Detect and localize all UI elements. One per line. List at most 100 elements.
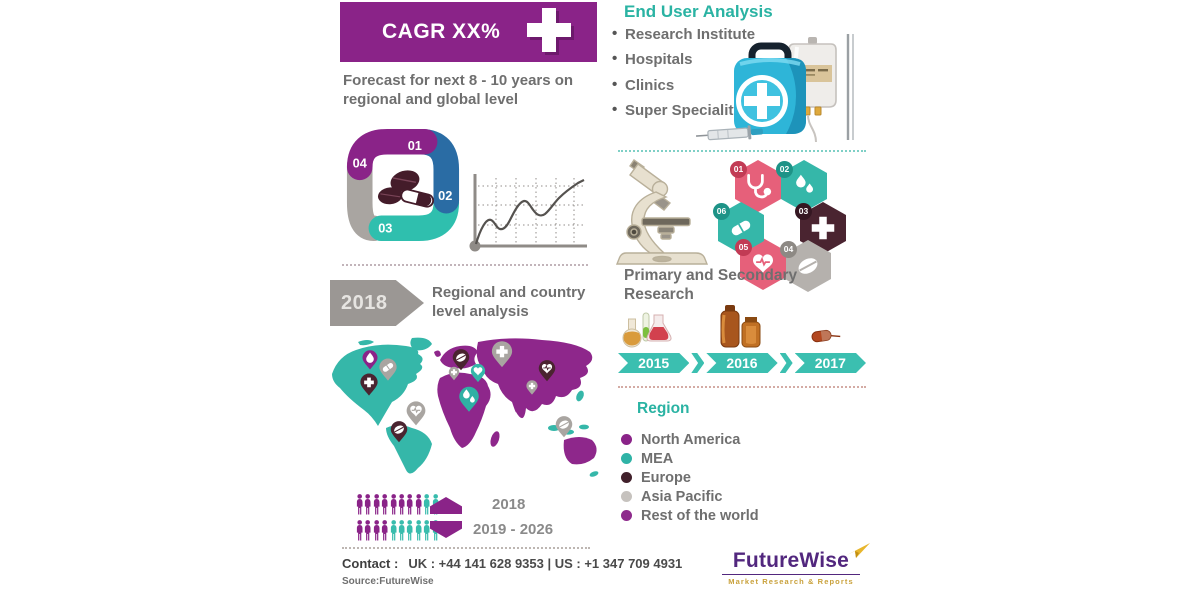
map-pin-heart-icon (470, 363, 486, 383)
hexagon-tablet-pill: 04 (780, 240, 831, 292)
person-icon (424, 494, 430, 515)
contact-line: Contact : UK : +44 141 628 9353 | US : +1… (342, 556, 682, 571)
chevron-right-icon (691, 353, 705, 373)
person-icon (398, 520, 405, 541)
legend-item: Asia Pacific (621, 487, 759, 506)
stethoscope-icon (747, 174, 772, 199)
medical-cross-icon (811, 216, 835, 240)
legend-item: North America (621, 430, 759, 449)
map-pins-layer (360, 341, 573, 443)
map-pin-heart-pulse-icon (538, 360, 556, 382)
population-label-2018: 2018 (492, 496, 526, 513)
source-note: Source:FutureWise (342, 576, 434, 587)
timeline-icons (622, 305, 841, 348)
milestone-description: Regional and country level analysis (432, 284, 586, 320)
person-icon (415, 520, 422, 541)
population-row-2019-2026 (356, 519, 439, 541)
end-user-item: Clinics (612, 75, 772, 94)
person-icon (390, 520, 397, 541)
first-aid-illustration (696, 34, 854, 143)
legend-item: Europe (621, 468, 759, 487)
map-pin-cross-icon (526, 380, 538, 395)
world-map (332, 337, 599, 477)
hexagon-number-badge: 06 (713, 203, 730, 220)
legend-dot-icon (621, 510, 632, 521)
person-icon (356, 494, 363, 515)
person-icon (365, 520, 371, 541)
logo-divider (722, 574, 860, 575)
map-pin-cross-icon (360, 373, 378, 396)
region-legend: North America MEA Europe Asia Pacific Rest o… (621, 430, 759, 525)
population-row-2018 (356, 493, 439, 515)
timeline-year-2016: 2016 (706, 353, 777, 373)
heart-pulse-icon (753, 254, 773, 273)
logo-name: FutureWise (733, 543, 871, 573)
map-pin-cross-icon (491, 341, 513, 368)
plus-cross-icon (527, 8, 574, 55)
legend-dot-icon (621, 491, 632, 502)
person-icon (407, 494, 413, 515)
divider-dotted (342, 264, 588, 266)
trend-line-chart (469, 174, 587, 252)
capsule-icon (731, 220, 751, 236)
person-icon (382, 494, 388, 515)
forecast-text: Forecast for next 8 - 10 years on region… (343, 72, 574, 108)
research-title: Primary and Secondary Research (624, 267, 798, 304)
person-icon (415, 494, 422, 515)
hexagon-medical-cross: 03 (795, 202, 846, 254)
map-pin-tablet-icon (452, 349, 470, 371)
water-drops-icon (796, 174, 814, 193)
person-icon (365, 494, 371, 515)
contact-numbers: UK : +44 141 628 9353 | US : +1 347 709 … (408, 556, 683, 571)
timeline-year-2015: 2015 (618, 353, 689, 373)
hexagon-heart-pulse: 05 (735, 238, 786, 290)
legend-dot-icon (621, 453, 632, 464)
paper-plane-icon (845, 543, 871, 558)
first-aid-kit-icon (734, 42, 806, 134)
cycle-step-1: 01 (408, 138, 422, 153)
legend-label: North America (641, 431, 741, 448)
medicine-bottles-icon (720, 305, 761, 348)
map-pin-heart-pulse-icon (406, 401, 426, 426)
divider-dotted (618, 386, 866, 388)
end-user-item: Hospitals (612, 50, 772, 68)
divider-dotted (342, 547, 590, 549)
legend-label: MEA (641, 450, 674, 467)
legend-item: Rest of the world (621, 506, 759, 525)
chevron-right-icon (779, 353, 793, 373)
person-icon (424, 520, 430, 541)
person-icon (398, 494, 405, 515)
divider-dotted-teal (618, 150, 866, 152)
person-icon (407, 520, 413, 541)
hexagon-number-badge: 05 (735, 239, 752, 256)
milestone-arrow: 2018 (330, 280, 424, 326)
legend-label: Europe (641, 469, 691, 486)
timeline-bar: 2015 2016 2017 (618, 353, 866, 373)
tablet-pill-icon (798, 258, 818, 274)
legend-label: Rest of the world (641, 507, 759, 524)
map-pin-capsule-icon (379, 358, 397, 381)
end-user-list: Research Institute Hospitals Clinics Super … (612, 25, 772, 127)
cycle-diagram: 01 02 03 04 (346, 128, 460, 242)
hexagon-number-badge: 02 (776, 161, 793, 178)
person-icon (373, 520, 380, 541)
lab-flasks-icon (622, 312, 672, 348)
person-icon (373, 494, 380, 515)
legend-item: MEA (621, 449, 759, 468)
hexagon-number-badge: 01 (730, 161, 747, 178)
hexagon-water-drops: 02 (776, 160, 827, 212)
cycle-step-4: 04 (353, 156, 368, 171)
iv-pole-icon (846, 34, 854, 140)
map-pin-tablet-icon (390, 421, 408, 443)
pill-icon (811, 329, 841, 343)
end-user-item: Research Institute (612, 25, 772, 43)
cagr-banner: CAGR XX% (340, 2, 597, 62)
research-hexagons: 01 02 03 04 (713, 158, 850, 294)
person-icon (382, 520, 388, 541)
hexagon-number-badge: 03 (795, 203, 812, 220)
legend-dot-icon (621, 434, 632, 445)
end-user-analysis-title: End User Analysis (624, 2, 773, 21)
futurewise-logo: FutureWise Market Research & Reports (716, 543, 871, 586)
population-label-2019-2026: 2019 - 2026 (473, 521, 554, 538)
milestone-year: 2018 (341, 291, 388, 314)
